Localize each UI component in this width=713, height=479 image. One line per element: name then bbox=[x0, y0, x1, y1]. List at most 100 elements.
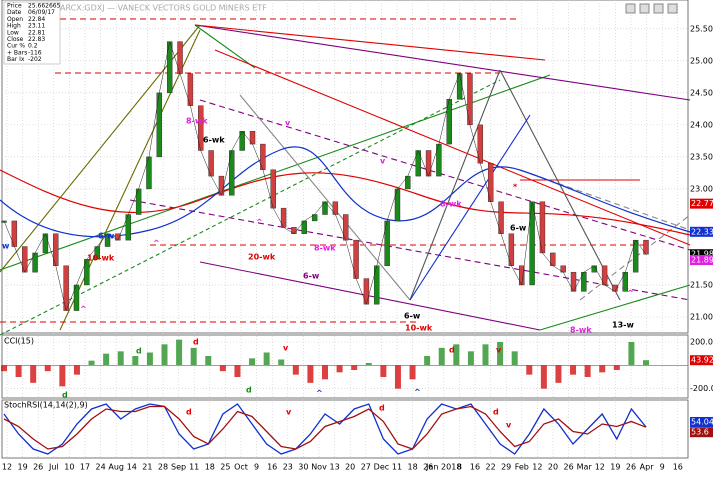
cci-bar bbox=[44, 365, 51, 372]
annotation: v bbox=[506, 421, 512, 430]
y-tick-label: 24.50 bbox=[690, 88, 713, 97]
cci-bar bbox=[482, 344, 489, 366]
price-line bbox=[3, 40, 647, 312]
moving-average bbox=[0, 169, 691, 236]
x-tick-label: 29 bbox=[501, 463, 511, 472]
panel-frame bbox=[1, 0, 689, 334]
cci-bar bbox=[30, 365, 37, 383]
annotation: d bbox=[449, 346, 455, 355]
trendline bbox=[194, 24, 691, 101]
x-tick-label: Sep bbox=[171, 463, 186, 472]
cci-bar bbox=[322, 365, 328, 380]
button[interactable] bbox=[667, 3, 678, 14]
info-value: 25.662665 bbox=[28, 3, 61, 10]
value-tag-label: 53.6 bbox=[691, 428, 709, 437]
panel-label: StochRSI(14,14(2),9) bbox=[4, 401, 88, 410]
annotation: ^ bbox=[627, 289, 634, 298]
trendline bbox=[194, 24, 256, 69]
annotation: 6-w bbox=[404, 312, 421, 321]
annotation: v bbox=[283, 344, 289, 353]
x-tick-label: Nov bbox=[311, 463, 327, 472]
cci-bar bbox=[146, 352, 153, 366]
value-tag bbox=[690, 416, 713, 427]
cci-bar bbox=[336, 365, 343, 373]
x-tick-label: Jan 2018 bbox=[425, 463, 461, 472]
annotation: 13-w bbox=[612, 321, 634, 330]
cci-bar bbox=[59, 365, 66, 387]
cci-bar bbox=[453, 344, 460, 366]
info-value: 22.84 bbox=[28, 16, 45, 23]
trendline bbox=[214, 49, 691, 246]
cci-bar bbox=[73, 365, 80, 375]
moving-average bbox=[0, 146, 691, 238]
cci-bar bbox=[88, 360, 95, 366]
x-tick-label: 22 bbox=[486, 463, 496, 472]
cci-bar bbox=[613, 365, 620, 370]
cci-bar bbox=[380, 365, 387, 377]
annotation: w bbox=[2, 242, 10, 251]
value-tag-label: 43.92 bbox=[691, 356, 713, 365]
x-tick-label: 9 bbox=[254, 463, 259, 472]
moving-averages bbox=[0, 146, 691, 238]
info-value: -202 bbox=[28, 56, 42, 63]
x-tick-label: Apr bbox=[640, 463, 655, 472]
info-value: 06/09/17 bbox=[28, 9, 55, 16]
price-tag-label: 21.89 bbox=[691, 255, 713, 264]
button[interactable] bbox=[625, 3, 636, 14]
annotation: d bbox=[62, 391, 68, 400]
annotation: d bbox=[186, 408, 192, 417]
cci-bar bbox=[278, 359, 285, 366]
x-tick-label: 12 bbox=[595, 463, 605, 472]
button[interactable] bbox=[653, 3, 664, 14]
annotation: 8-wk bbox=[440, 200, 462, 209]
x-tick-label: 20 bbox=[548, 463, 558, 472]
cci-bar bbox=[351, 365, 358, 370]
x-tick-label: 18 bbox=[205, 463, 215, 472]
x-tick-label: Feb bbox=[515, 463, 529, 472]
value-tag-label: 54.04 bbox=[691, 417, 713, 426]
trendline bbox=[129, 199, 691, 301]
x-tick-label: Aug bbox=[108, 463, 124, 472]
stoch-line bbox=[3, 403, 647, 455]
price-tag bbox=[690, 254, 713, 265]
annotation: 10-wk bbox=[87, 254, 115, 263]
trendline bbox=[409, 114, 531, 301]
trendline bbox=[59, 29, 201, 331]
cci-bar bbox=[205, 356, 212, 366]
x-tick-label: 16 bbox=[470, 463, 480, 472]
price-tag bbox=[690, 198, 713, 209]
y-tick-label: -200.0 bbox=[690, 384, 713, 393]
button[interactable] bbox=[639, 3, 650, 14]
x-tick-label: 9 bbox=[660, 463, 665, 472]
x-tick-label: 19 bbox=[18, 463, 28, 472]
trendline bbox=[409, 69, 501, 301]
y-tick-label: 21.00 bbox=[690, 312, 713, 321]
annotation: d bbox=[246, 386, 252, 395]
info-value: 22.83 bbox=[28, 36, 45, 43]
stoch-panel bbox=[3, 403, 647, 455]
price-tag bbox=[690, 249, 713, 260]
annotation: 6-w bbox=[303, 272, 320, 281]
price-tag-label: 22.77 bbox=[691, 199, 713, 208]
annotation: d bbox=[193, 338, 199, 347]
annotation: ^ bbox=[414, 388, 421, 397]
annotation: 10-wk bbox=[405, 324, 433, 333]
info-label: Bar Ix bbox=[7, 56, 25, 63]
x-tick-label: 16 bbox=[267, 463, 277, 472]
x-tick-label: 27 bbox=[361, 463, 371, 472]
x-tick-label: 20 bbox=[345, 463, 355, 472]
info-value: -116 bbox=[28, 49, 42, 56]
x-tick-label: Mar bbox=[577, 463, 593, 472]
x-tick-label: Oct bbox=[234, 463, 248, 472]
panel-label: CCI(15) bbox=[4, 337, 34, 346]
annotation: ^ bbox=[256, 218, 263, 227]
x-tick-label: 26 bbox=[564, 463, 574, 472]
annotation: d bbox=[379, 404, 385, 413]
info-label: Date bbox=[7, 9, 22, 16]
annotation: 6-wk bbox=[203, 136, 225, 145]
cci-panel bbox=[1, 339, 688, 389]
cci-bar bbox=[1, 365, 7, 372]
toolbar bbox=[625, 3, 678, 14]
trendline bbox=[0, 79, 501, 336]
